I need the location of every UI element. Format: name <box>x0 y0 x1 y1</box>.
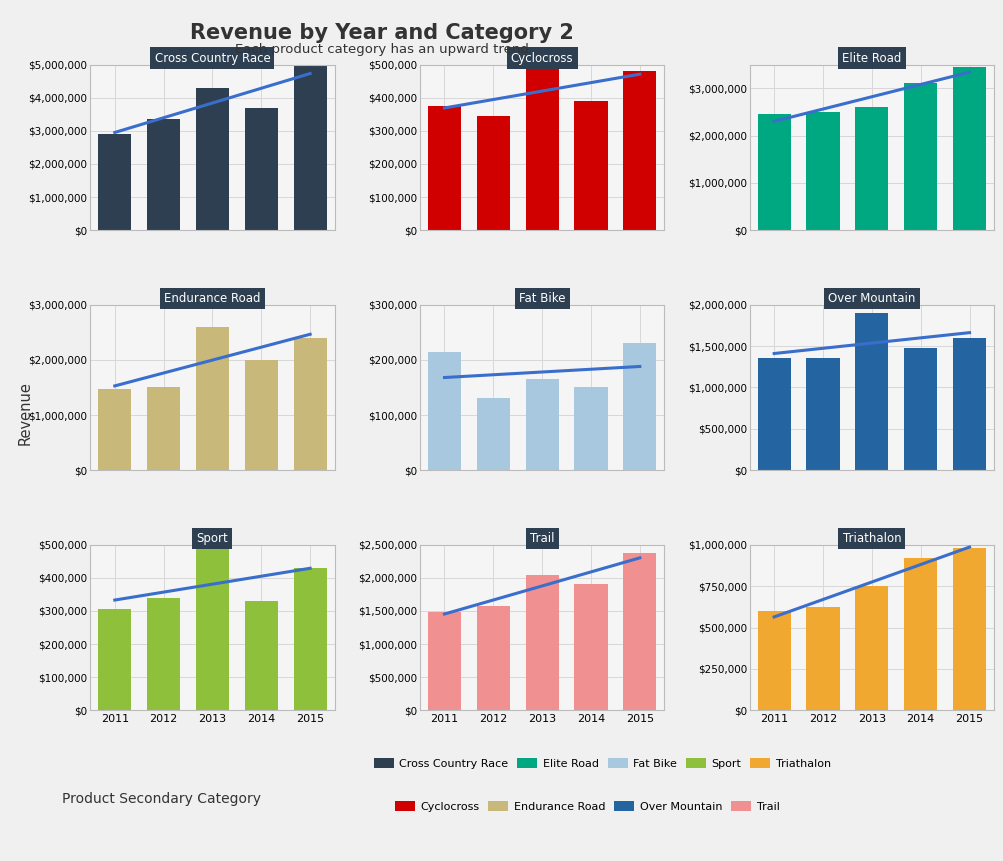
Bar <box>903 558 937 710</box>
Title: Fat Bike: Fat Bike <box>519 292 565 305</box>
Bar <box>952 67 985 230</box>
Bar <box>525 61 559 230</box>
Bar <box>855 107 888 230</box>
Bar <box>196 326 229 470</box>
Bar <box>245 360 278 470</box>
Bar <box>757 115 790 230</box>
Bar <box>623 71 656 230</box>
Title: Endurance Road: Endurance Road <box>164 292 261 305</box>
Bar <box>293 568 326 710</box>
Title: Cyclocross: Cyclocross <box>511 52 573 65</box>
Title: Cross Country Race: Cross Country Race <box>154 52 270 65</box>
Title: Elite Road: Elite Road <box>842 52 901 65</box>
Legend: Cyclocross, Endurance Road, Over Mountain, Trail: Cyclocross, Endurance Road, Over Mountai… <box>390 797 783 817</box>
Bar <box>427 612 460 710</box>
Bar <box>574 387 607 470</box>
Text: Revenue by Year and Category 2: Revenue by Year and Category 2 <box>190 23 573 43</box>
Title: Sport: Sport <box>197 532 228 545</box>
Bar <box>574 101 607 230</box>
Bar <box>293 66 326 230</box>
Text: Product Secondary Category: Product Secondary Category <box>62 792 261 806</box>
Bar <box>805 112 839 230</box>
Bar <box>245 108 278 230</box>
Bar <box>146 387 181 470</box>
Bar <box>855 313 888 470</box>
Bar <box>952 548 985 710</box>
Bar <box>427 351 460 470</box>
Bar <box>525 574 559 710</box>
Bar <box>196 545 229 710</box>
Bar <box>952 338 985 470</box>
Title: Triathalon: Triathalon <box>842 532 901 545</box>
Bar <box>525 379 559 470</box>
Bar <box>98 388 131 470</box>
Text: Each product category has an upward trend: Each product category has an upward tren… <box>235 43 528 56</box>
Bar <box>903 84 937 230</box>
Bar <box>245 601 278 710</box>
Bar <box>623 344 656 470</box>
Bar <box>855 586 888 710</box>
Bar <box>196 88 229 230</box>
Bar <box>574 585 607 710</box>
Legend: Cross Country Race, Elite Road, Fat Bike, Sport, Triathalon: Cross Country Race, Elite Road, Fat Bike… <box>369 754 834 774</box>
Title: Trail: Trail <box>530 532 554 545</box>
Bar <box>805 607 839 710</box>
Bar <box>476 605 510 710</box>
Bar <box>757 358 790 470</box>
Bar <box>98 610 131 710</box>
Text: Revenue: Revenue <box>18 381 32 445</box>
Bar <box>476 116 510 230</box>
Bar <box>757 611 790 710</box>
Title: Over Mountain: Over Mountain <box>827 292 915 305</box>
Bar <box>146 119 181 230</box>
Bar <box>293 338 326 470</box>
Bar <box>623 553 656 710</box>
Bar <box>805 358 839 470</box>
Bar <box>98 134 131 230</box>
Bar <box>427 106 460 230</box>
Bar <box>476 399 510 470</box>
Bar <box>903 348 937 470</box>
Bar <box>146 598 181 710</box>
